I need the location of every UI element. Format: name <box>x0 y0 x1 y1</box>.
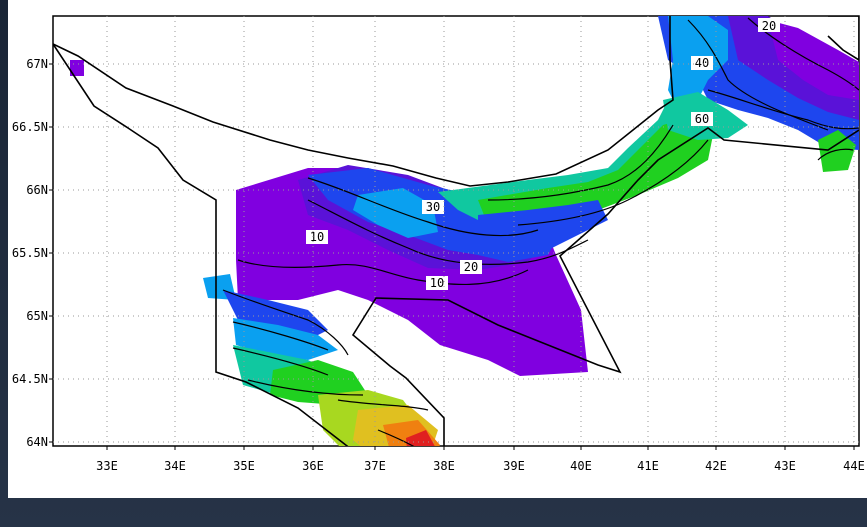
lon-label: 42E <box>705 459 727 473</box>
contour-label: 20 <box>762 19 776 33</box>
latitude-labels: 67N 66.5N 66N 65.5N 65N 64.5N 64N <box>12 57 48 449</box>
lat-label: 64N <box>26 435 48 449</box>
field-purple-east <box>768 20 859 100</box>
contour-label: 40 <box>695 56 709 70</box>
field-blue-south <box>223 290 328 340</box>
lon-label: 38E <box>433 459 455 473</box>
contour-label: 10 <box>430 276 444 290</box>
contour-label: 60 <box>695 112 709 126</box>
lon-label: 33E <box>96 459 118 473</box>
lat-label: 64.5N <box>12 372 48 386</box>
field-teal-east <box>438 90 708 230</box>
lon-label: 34E <box>164 459 186 473</box>
contour-label: 30 <box>426 200 440 214</box>
lon-label: 39E <box>503 459 525 473</box>
longitude-labels: 33E 34E 35E 36E 37E 38E 39E 40E 41E 42E … <box>96 459 865 473</box>
lat-label: 65.5N <box>12 246 48 260</box>
lon-label: 43E <box>774 459 796 473</box>
lon-ticks <box>106 446 855 450</box>
map-panel: 20 40 60 30 10 20 10 <box>8 0 867 498</box>
contour-label: 20 <box>464 260 478 274</box>
field-blue-throat <box>478 200 608 260</box>
lat-label: 66.5N <box>12 120 48 134</box>
coastline <box>53 16 859 446</box>
lon-label: 36E <box>302 459 324 473</box>
lon-label: 40E <box>570 459 592 473</box>
lon-label: 37E <box>364 459 386 473</box>
graticule <box>53 16 859 446</box>
lon-label: 44E <box>843 459 865 473</box>
contour-label: 10 <box>310 230 324 244</box>
field-green-east2 <box>818 130 856 172</box>
field-green-east <box>478 115 713 235</box>
lon-label: 41E <box>637 459 659 473</box>
lon-label: 35E <box>233 459 255 473</box>
lat-label: 67N <box>26 57 48 71</box>
lat-ticks <box>49 63 53 443</box>
contour-label-group: 20 40 60 30 10 20 10 <box>306 18 780 290</box>
lat-label: 66N <box>26 183 48 197</box>
contour-map: 20 40 60 30 10 20 10 <box>12 15 865 473</box>
field-sky-west <box>353 188 438 238</box>
lat-label: 65N <box>26 309 48 323</box>
